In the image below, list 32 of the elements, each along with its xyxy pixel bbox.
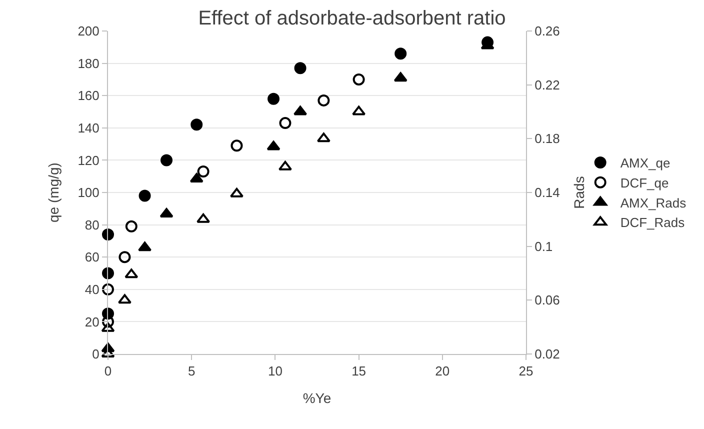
x-tick-label: 0	[104, 364, 112, 379]
y2-tick-label: 0.06	[534, 292, 560, 308]
y2-tick-label: 0.14	[534, 185, 560, 200]
x-tick-label: 10	[268, 364, 282, 379]
x-tick-label: 15	[352, 364, 366, 379]
x-tick-label: 5	[188, 364, 196, 379]
chart-title: Effect of adsorbate-adsorbent ratio	[198, 8, 506, 30]
x-tick-label: 25	[518, 364, 534, 379]
y-tick-label: 40	[84, 282, 100, 297]
y2-tick-label: 0.26	[534, 24, 560, 39]
y2-tick-label: 0.18	[534, 131, 560, 146]
y-tick-label: 20	[84, 314, 100, 330]
y-tick-label: 140	[78, 120, 100, 136]
legend-label: DCF_qe	[620, 175, 669, 190]
x-axis-title: %Ye	[302, 390, 332, 406]
y-tick-label: 120	[78, 152, 100, 168]
y-axis-title: qe (mg/g)	[45, 162, 62, 222]
y-tick-label: 0	[92, 346, 100, 362]
legend-label: AMX_Rads	[620, 195, 687, 210]
y-tick-label: 160	[78, 88, 100, 104]
y-tick-label: 180	[78, 56, 100, 71]
legend-label: AMX_qe	[620, 156, 670, 171]
y-tick-label: 100	[78, 185, 100, 200]
x-tick-label: 20	[435, 364, 450, 379]
y2-tick-label: 0.02	[534, 346, 560, 362]
y2-tick-label: 0.22	[534, 77, 560, 92]
y2-axis-title: Rads	[571, 176, 588, 209]
legend-label: DCF_Rads	[620, 215, 686, 230]
y-tick-label: 60	[84, 250, 100, 265]
y-tick-label: 80	[84, 217, 100, 232]
y2-tick-label: 0.1	[534, 238, 553, 254]
y-tick-label: 200	[78, 24, 100, 39]
